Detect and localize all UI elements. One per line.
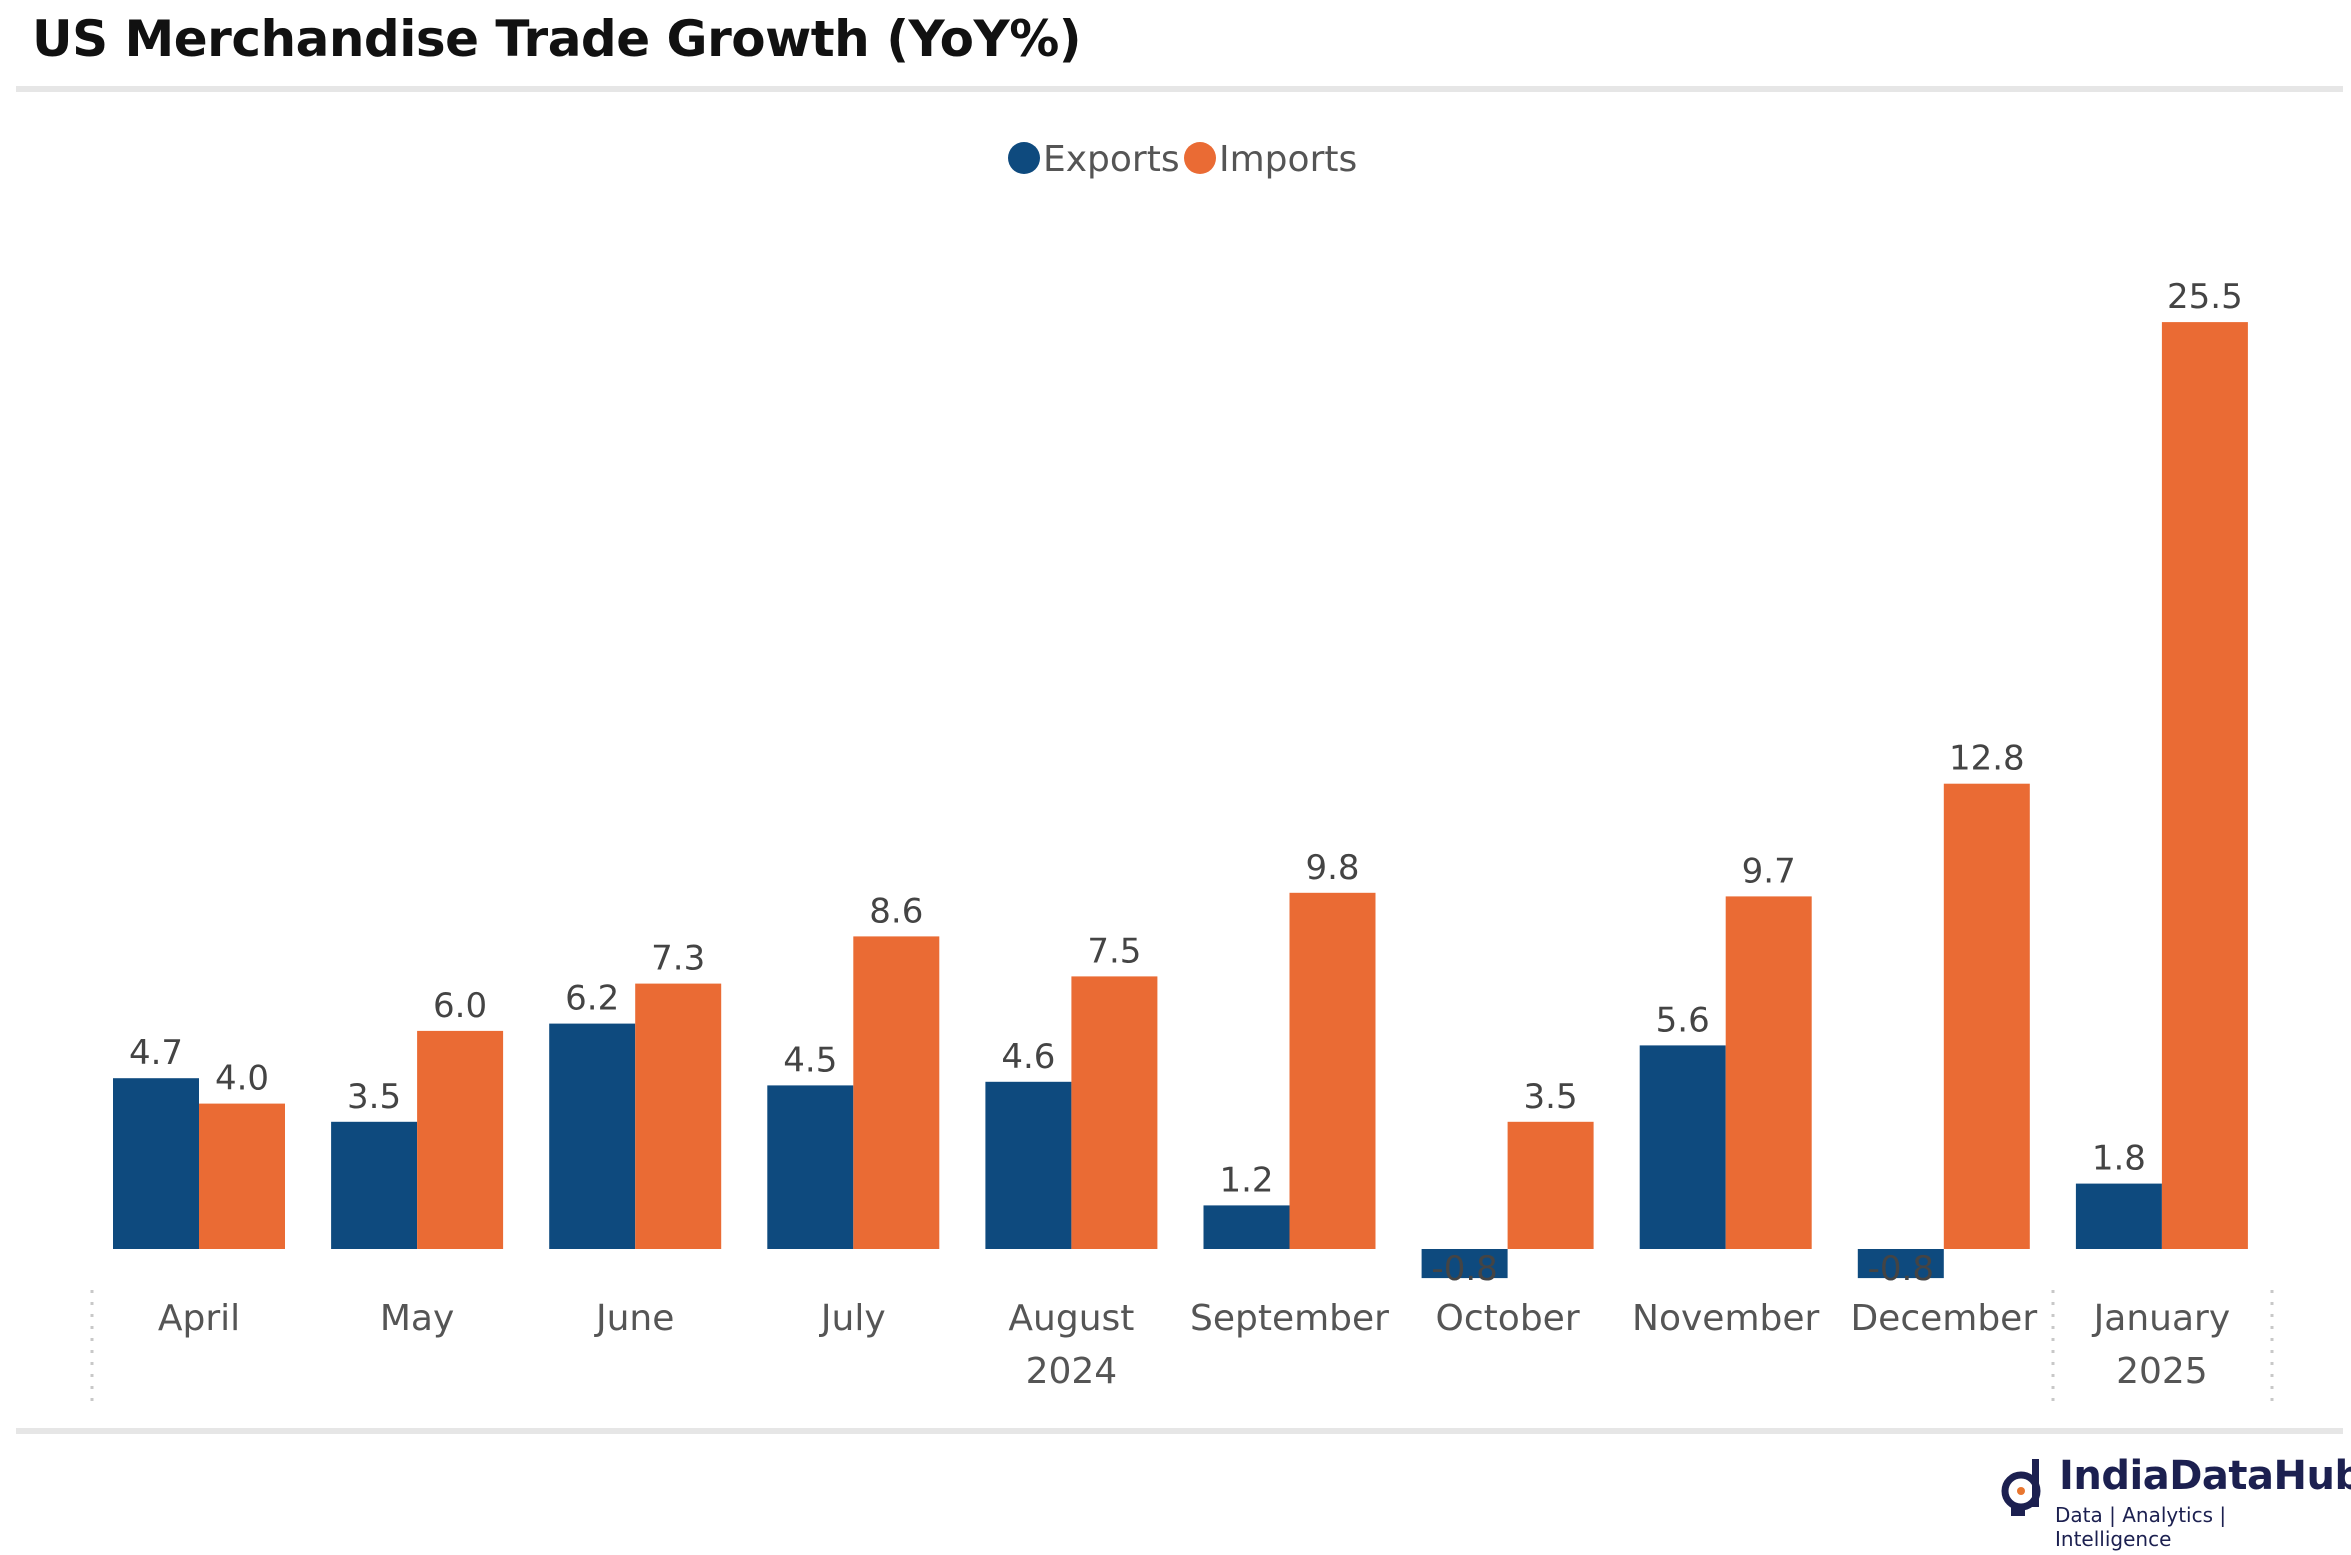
legend: Exports Imports <box>1008 139 1357 180</box>
value-label-exports-august: 4.6 <box>1001 1037 1055 1077</box>
value-label-exports-december: -0.8 <box>1868 1249 1934 1289</box>
value-label-imports-september: 9.8 <box>1305 848 1359 888</box>
value-label-exports-april: 4.7 <box>129 1033 183 1073</box>
value-label-exports-july: 4.5 <box>783 1040 837 1080</box>
bar-imports-january <box>2161 322 2248 1250</box>
category-labels-group: April May June July August September October No… <box>158 1298 2230 1392</box>
value-labels-group: 4.7 4.0 3.5 6.0 6.2 7.3 4.5 8.6 4.6 7.5 1.2 9.8 -0.8… <box>129 277 2243 1289</box>
value-label-exports-september: 1.2 <box>1219 1160 1273 1200</box>
bar-imports-august <box>1071 976 1158 1249</box>
bar-imports-november <box>1725 896 1812 1249</box>
logo-mark-icon <box>2001 1459 2041 1516</box>
value-label-exports-may: 3.5 <box>347 1077 401 1117</box>
year-label-2024: 2024 <box>1026 1351 1118 1392</box>
bar-imports-june <box>635 983 722 1249</box>
bar-exports-may <box>331 1121 418 1249</box>
top-divider <box>16 86 2343 92</box>
bars-group <box>113 322 2248 1279</box>
bar-exports-july <box>767 1085 854 1249</box>
category-label-june: June <box>594 1298 674 1339</box>
value-label-exports-october: -0.8 <box>1431 1249 1497 1289</box>
legend-swatch-imports <box>1184 142 1216 174</box>
value-label-imports-june: 7.3 <box>651 939 705 979</box>
category-label-september: September <box>1190 1298 1389 1339</box>
value-label-imports-may: 6.0 <box>433 986 487 1026</box>
bar-exports-october <box>1421 1249 1508 1279</box>
value-label-exports-june: 6.2 <box>565 979 619 1019</box>
value-label-imports-january: 25.5 <box>2167 277 2243 317</box>
bar-imports-october <box>1507 1121 1594 1249</box>
category-label-august: August <box>1008 1298 1134 1339</box>
bar-imports-april <box>199 1103 285 1249</box>
value-label-exports-november: 5.6 <box>1656 1000 1710 1040</box>
legend-label-exports: Exports <box>1043 139 1180 180</box>
brand-logo: IndiaDataHub Data | Analytics | Intellig… <box>1997 1453 2351 1551</box>
bar-imports-september <box>1289 892 1376 1249</box>
category-label-november: November <box>1632 1298 1819 1339</box>
year-label-2025: 2025 <box>2116 1351 2208 1392</box>
value-label-imports-august: 7.5 <box>1087 931 1141 971</box>
bar-exports-january <box>2075 1183 2162 1249</box>
bar-imports-may <box>417 1030 504 1249</box>
legend-swatch-exports <box>1008 142 1040 174</box>
bar-exports-august <box>985 1081 1072 1249</box>
value-label-imports-november: 9.7 <box>1742 851 1796 891</box>
category-label-october: October <box>1436 1298 1580 1339</box>
bar-imports-december <box>1943 783 2030 1249</box>
value-label-exports-january: 1.8 <box>2092 1139 2146 1179</box>
legend-label-imports: Imports <box>1219 139 1357 180</box>
bar-imports-july <box>853 936 940 1249</box>
value-label-imports-july: 8.6 <box>869 891 923 931</box>
category-label-july: July <box>819 1298 886 1339</box>
bar-exports-december <box>1857 1249 1944 1279</box>
bar-exports-november <box>1639 1045 1726 1249</box>
bar-exports-september <box>1203 1205 1290 1249</box>
value-label-imports-april: 4.0 <box>215 1059 269 1099</box>
bottom-divider <box>16 1428 2343 1434</box>
category-label-january: January <box>2092 1298 2230 1339</box>
logo-tagline: Data | Analytics | Intelligence <box>2055 1503 2227 1551</box>
category-label-april: April <box>158 1298 240 1339</box>
bar-exports-june <box>549 1023 636 1249</box>
bar-exports-april <box>113 1078 199 1249</box>
value-label-imports-december: 12.8 <box>1949 739 2025 779</box>
value-label-imports-october: 3.5 <box>1524 1077 1578 1117</box>
category-label-may: May <box>380 1298 454 1339</box>
category-label-december: December <box>1850 1298 2037 1339</box>
logo-name: IndiaDataHub <box>2059 1453 2351 1499</box>
chart-title: US Merchandise Trade Growth (YoY%) <box>32 10 1082 68</box>
